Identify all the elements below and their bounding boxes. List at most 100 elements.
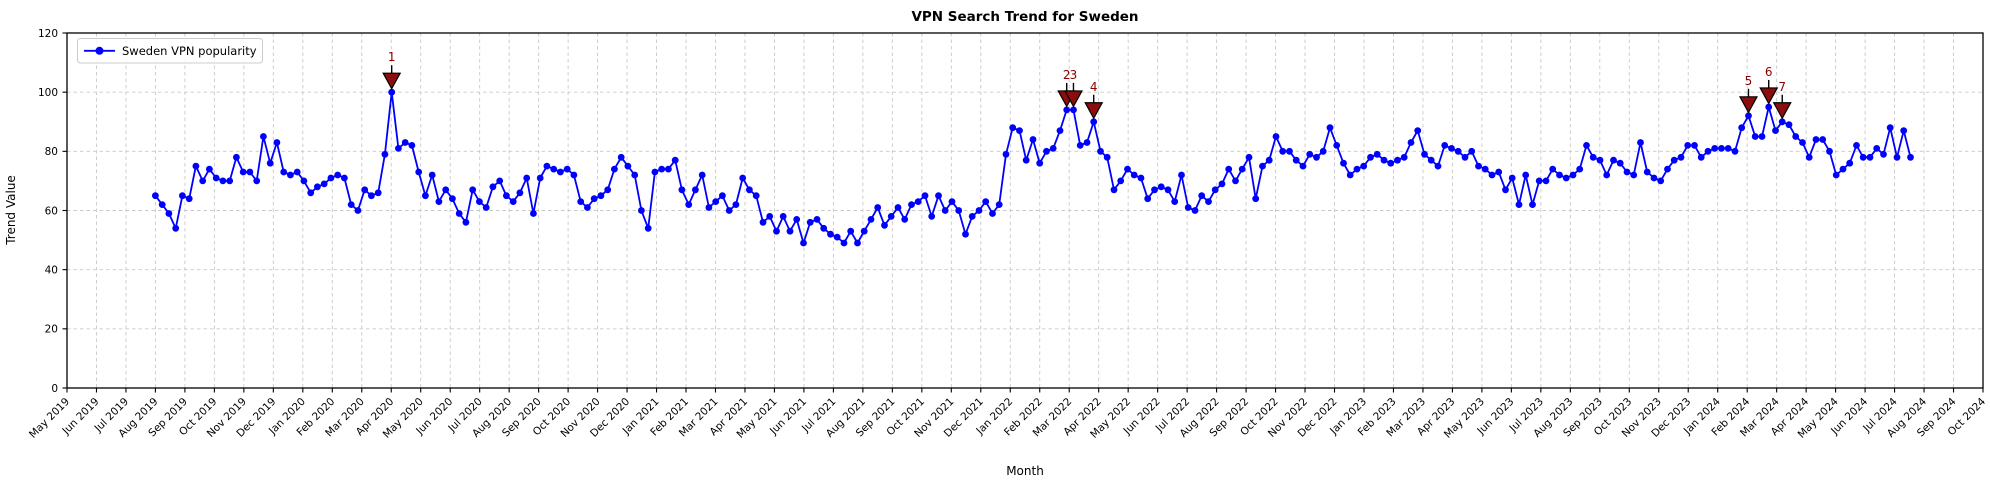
data-point	[719, 192, 726, 200]
data-point	[752, 192, 760, 200]
data-point	[1664, 165, 1671, 173]
data-point	[1124, 165, 1131, 173]
data-point	[1576, 165, 1584, 173]
data-point	[1704, 147, 1712, 155]
data-point	[1225, 165, 1233, 173]
data-point	[165, 210, 173, 217]
data-point	[1745, 112, 1752, 120]
axis-ticks	[62, 32, 1984, 393]
data-point	[955, 207, 963, 214]
data-point	[1522, 171, 1530, 179]
data-point	[1191, 207, 1199, 214]
data-point	[1394, 156, 1401, 164]
data-point	[975, 207, 983, 214]
data-point	[1535, 177, 1543, 185]
data-point	[908, 201, 915, 209]
data-point	[1495, 168, 1503, 176]
data-point	[962, 230, 969, 238]
data-point	[320, 180, 328, 188]
annotation-number: 1	[388, 50, 396, 64]
data-point	[766, 213, 774, 220]
annotation-triangle-icon	[382, 72, 402, 90]
data-point	[1677, 153, 1685, 161]
data-point	[1083, 139, 1091, 146]
data-point	[1184, 204, 1192, 211]
data-point	[1461, 153, 1469, 161]
data-point	[995, 201, 1003, 209]
data-point	[982, 198, 990, 206]
data-point	[1319, 147, 1327, 155]
data-point	[1245, 153, 1253, 161]
data-point	[1009, 124, 1017, 132]
data-point	[948, 198, 956, 206]
data-point	[1205, 198, 1212, 206]
data-point	[1508, 174, 1516, 182]
data-point	[1056, 127, 1064, 134]
data-point	[1596, 156, 1604, 164]
data-point	[1549, 165, 1557, 173]
data-point	[1589, 153, 1597, 161]
trend-line	[154, 91, 1912, 244]
legend-box	[77, 38, 263, 64]
annotation-triangle-icon	[1772, 102, 1792, 120]
data-point	[1907, 153, 1914, 161]
data-point	[462, 218, 470, 226]
data-point	[300, 177, 308, 185]
legend-marker-icon	[95, 46, 104, 55]
data-point	[631, 171, 639, 179]
data-point	[1164, 186, 1172, 194]
data-point	[469, 186, 477, 194]
data-point	[307, 189, 315, 197]
data-point	[1805, 153, 1813, 161]
data-point	[435, 198, 443, 206]
data-point	[1812, 136, 1820, 143]
data-point	[1610, 156, 1617, 164]
annotation-number: 7	[1778, 80, 1786, 94]
data-point	[557, 168, 564, 176]
data-point	[1333, 142, 1341, 149]
data-point	[1346, 171, 1354, 179]
data-point	[827, 230, 834, 238]
data-point	[516, 189, 524, 197]
annotation-triangle-icon	[1063, 90, 1083, 108]
data-point	[334, 171, 342, 179]
data-point	[1556, 171, 1563, 179]
data-point	[658, 165, 666, 173]
data-point	[1866, 153, 1874, 161]
data-point	[570, 171, 578, 179]
x-axis-label: Month	[1006, 464, 1044, 478]
data-point	[206, 165, 213, 173]
data-point	[1373, 150, 1381, 158]
data-point	[698, 171, 706, 179]
data-point	[489, 183, 497, 191]
data-point	[1178, 171, 1185, 179]
data-point	[786, 227, 794, 235]
annotation-triangle-icon	[1084, 102, 1104, 120]
data-point	[246, 168, 254, 176]
data-point	[813, 216, 821, 223]
data-point	[1306, 150, 1314, 158]
data-point	[1839, 165, 1847, 173]
data-point	[1218, 180, 1226, 188]
data-point	[800, 239, 807, 247]
data-point	[725, 207, 733, 214]
data-point	[624, 162, 632, 170]
data-point	[860, 227, 868, 235]
peak-annotation: 7	[1772, 80, 1792, 120]
data-point	[1826, 147, 1833, 155]
data-point	[1684, 142, 1692, 149]
data-point	[455, 210, 463, 217]
data-point	[415, 168, 423, 176]
trend-series	[152, 88, 1914, 247]
data-point	[1272, 133, 1280, 140]
data-point	[1070, 106, 1077, 114]
data-point	[1029, 136, 1037, 143]
data-point	[968, 213, 976, 220]
data-point	[874, 204, 882, 211]
data-point	[172, 224, 180, 232]
data-point	[1299, 162, 1307, 170]
annotation-number: 5	[1745, 74, 1753, 88]
data-point	[368, 192, 375, 200]
